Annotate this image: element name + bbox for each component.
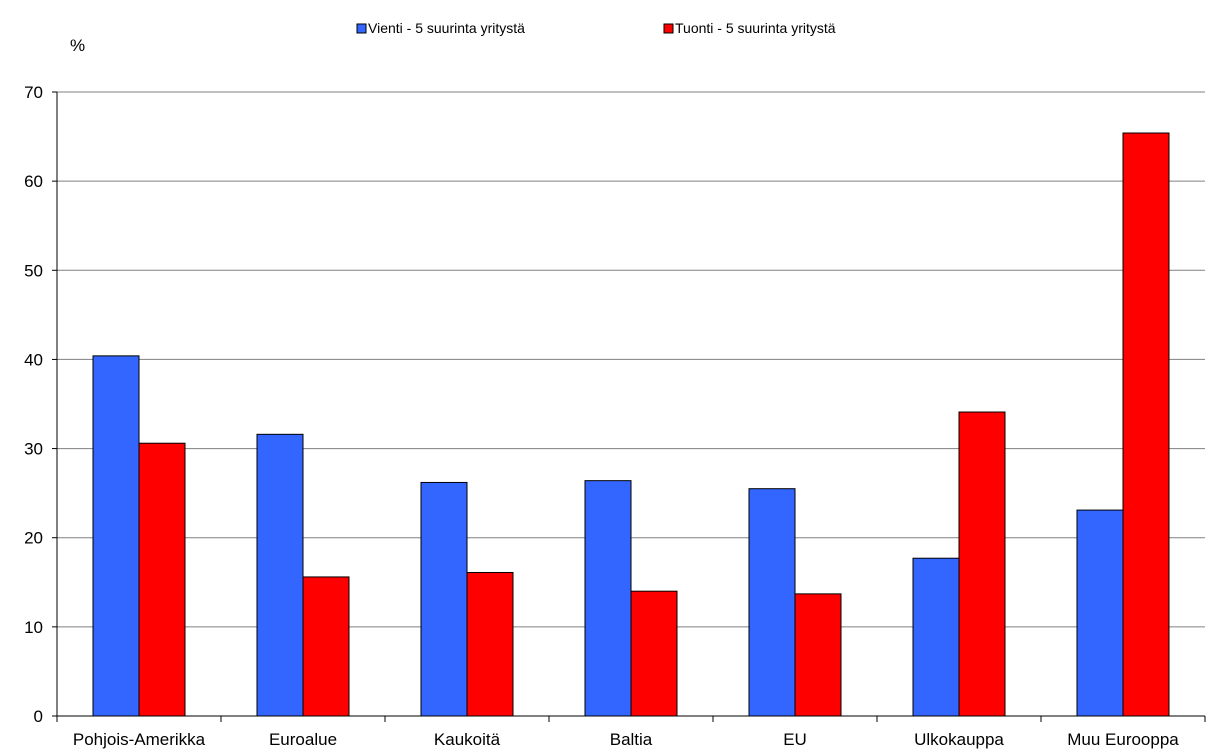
bar-vienti-4 — [748, 488, 796, 717]
y-tick-label: 10 — [24, 618, 43, 637]
legend-entry: Vienti - 5 suurinta yritystä — [368, 20, 525, 36]
bar-tuonti-5 — [958, 411, 1006, 717]
bar-vienti-1 — [256, 433, 304, 717]
x-category-label: Baltia — [610, 730, 653, 749]
gridlines — [57, 91, 1205, 628]
bar-vienti-0 — [92, 355, 140, 717]
y-tick-label: 60 — [24, 172, 43, 191]
legend: Vienti - 5 suurinta yritystä Tuonti - 5 s… — [356, 20, 836, 36]
legend-swatch — [663, 23, 674, 34]
y-tick-label: 70 — [24, 83, 43, 102]
x-category-label: EU — [783, 730, 807, 749]
bars — [92, 132, 1170, 717]
bar-tuonti-1 — [302, 576, 350, 717]
x-category-label: Kaukoitä — [434, 730, 501, 749]
y-tick-label: 20 — [24, 529, 43, 548]
bar-vienti-2 — [420, 481, 468, 717]
bar-tuonti-3 — [630, 590, 678, 717]
x-category-label: Ulkokauppa — [914, 730, 1004, 749]
bar-tuonti-0 — [138, 442, 186, 717]
x-axis: Pohjois-Amerikka Euroalue Kaukoitä Baltia EU… — [56, 715, 1206, 749]
bar-tuonti-4 — [794, 593, 842, 717]
legend-entry: Tuonti - 5 suurinta yritystä — [675, 20, 836, 36]
y-axis: 0 10 20 30 40 50 60 70 — [24, 83, 58, 726]
x-category-label: Pohjois-Amerikka — [73, 730, 206, 749]
y-tick-label: 0 — [34, 707, 43, 726]
bar-vienti-5 — [912, 557, 960, 717]
legend-swatch — [356, 23, 367, 34]
bar-vienti-3 — [584, 480, 632, 717]
x-category-label: Euroalue — [269, 730, 337, 749]
y-tick-label: 40 — [24, 350, 43, 369]
y-tick-label: 30 — [24, 440, 43, 459]
x-category-label: Muu Eurooppa — [1067, 730, 1179, 749]
y-unit-label: % — [70, 36, 85, 55]
y-tick-label: 50 — [24, 261, 43, 280]
bar-tuonti-2 — [466, 571, 514, 717]
bar-tuonti-6 — [1122, 132, 1170, 717]
bar-vienti-6 — [1076, 509, 1124, 717]
